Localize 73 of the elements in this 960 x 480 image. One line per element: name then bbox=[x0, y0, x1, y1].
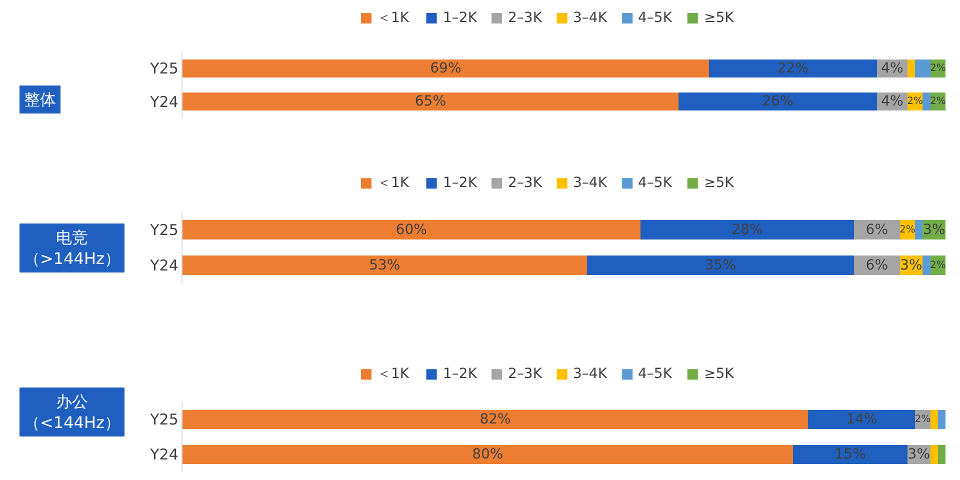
bar bbox=[182, 92, 678, 111]
bar bbox=[182, 256, 587, 276]
data-label: 2% bbox=[930, 96, 946, 108]
data-label: 35% bbox=[704, 257, 736, 274]
data-label: 15% bbox=[834, 446, 866, 462]
bar bbox=[182, 220, 640, 240]
y-tick-label: Y25 bbox=[149, 60, 178, 78]
bar bbox=[182, 444, 793, 464]
bar bbox=[922, 92, 930, 111]
legend-label: 3–4K bbox=[573, 366, 608, 382]
bar bbox=[792, 444, 908, 464]
legend-label: 4–5K bbox=[638, 175, 673, 191]
data-label: 3% bbox=[908, 446, 930, 462]
legend-label: 4–5K bbox=[638, 10, 673, 26]
legend-label: 4–5K bbox=[638, 366, 673, 382]
legend-label: ≥5K bbox=[704, 175, 735, 191]
data-label: 6% bbox=[866, 257, 888, 274]
bar bbox=[640, 220, 854, 240]
legend-label: ≥5K bbox=[704, 366, 735, 382]
legend-label: 1–2K bbox=[443, 175, 478, 191]
legend-label: 2–3K bbox=[508, 10, 543, 26]
data-label: 2% bbox=[900, 224, 916, 236]
bar bbox=[678, 92, 877, 111]
bar bbox=[922, 256, 930, 276]
text: 电竞（>144Hz） bbox=[24, 228, 120, 268]
bar bbox=[182, 410, 808, 430]
bar bbox=[930, 444, 938, 464]
data-label: 4% bbox=[881, 60, 904, 76]
legend-label: ＜1K bbox=[377, 10, 410, 26]
data-label: 28% bbox=[732, 222, 763, 238]
y-tick-label: Y25 bbox=[149, 221, 178, 240]
bar bbox=[907, 59, 916, 78]
data-label: 80% bbox=[472, 446, 504, 462]
y-tick-label: Y24 bbox=[149, 256, 178, 275]
bar bbox=[938, 444, 946, 464]
legend-label: 2–3K bbox=[508, 366, 543, 382]
text: 整体 bbox=[24, 90, 56, 109]
chart-title: 办公（<144Hz） bbox=[24, 392, 120, 432]
bar bbox=[915, 220, 923, 240]
legend-label: 3–4K bbox=[573, 175, 608, 191]
legend-label: ＜1K bbox=[377, 366, 410, 382]
bar bbox=[586, 256, 854, 276]
data-label: 4% bbox=[881, 94, 904, 110]
data-label: 69% bbox=[430, 60, 462, 76]
data-label: 2% bbox=[930, 260, 946, 271]
data-label: 2% bbox=[907, 96, 924, 108]
y-tick-label: Y25 bbox=[149, 410, 178, 429]
bar bbox=[709, 59, 877, 78]
bar bbox=[808, 410, 916, 430]
data-label: 26% bbox=[762, 94, 794, 110]
legend-label: 1–2K bbox=[443, 366, 478, 382]
data-label: 60% bbox=[396, 222, 427, 238]
data-label: 53% bbox=[369, 257, 400, 274]
legend-label: 2–3K bbox=[508, 175, 543, 191]
y-tick-label: Y24 bbox=[149, 92, 178, 111]
data-label: 14% bbox=[846, 411, 878, 428]
bar bbox=[938, 410, 946, 430]
y-tick-label: Y24 bbox=[149, 446, 178, 464]
data-label: 22% bbox=[777, 60, 809, 76]
legend-label: 3–4K bbox=[573, 10, 608, 26]
data-label: 82% bbox=[480, 411, 511, 428]
data-label: 3% bbox=[900, 257, 922, 274]
data-label: 2% bbox=[914, 414, 931, 425]
legend-label: ＜1K bbox=[377, 175, 410, 191]
data-label: 3% bbox=[923, 222, 946, 238]
legend-label: ≥5K bbox=[704, 10, 735, 26]
bar bbox=[915, 59, 930, 78]
bar bbox=[182, 59, 710, 78]
data-label: 6% bbox=[866, 222, 888, 238]
data-label: 65% bbox=[414, 94, 446, 110]
legend-label: 1–2K bbox=[443, 10, 478, 26]
bar bbox=[930, 410, 938, 430]
data-label: 2% bbox=[930, 62, 946, 74]
